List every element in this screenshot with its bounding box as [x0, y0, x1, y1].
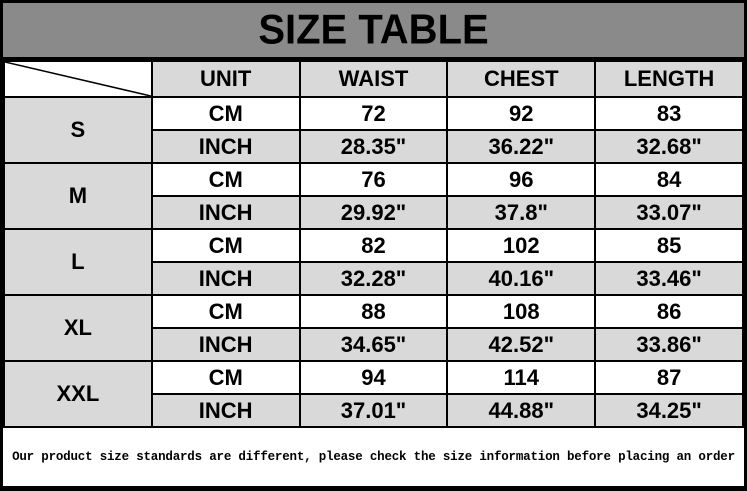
column-header-chest: CHEST: [446, 60, 597, 98]
unit-cell: INCH: [150, 261, 301, 296]
table-row: INCH 34.65" 42.52" 33.86": [4, 327, 744, 362]
value-cell: 33.86": [594, 327, 744, 362]
table-row: INCH 29.92" 37.8" 33.07": [4, 195, 744, 230]
value-cell: 114: [446, 360, 597, 395]
unit-cell: CM: [150, 96, 301, 131]
table-row: XXL CM 94 114 87: [3, 360, 744, 428]
unit-cell: INCH: [150, 195, 301, 230]
table-row: L CM 82 102 85: [3, 228, 744, 296]
size-label-s: S: [3, 96, 153, 164]
size-disclaimer-note: Our product size standards are different…: [12, 450, 735, 464]
value-cell: 33.07": [594, 195, 744, 230]
value-cell: 94: [298, 360, 449, 395]
table-row: M CM 76 96 84: [3, 162, 744, 230]
header-row: UNIT WAIST CHEST LENGTH: [3, 60, 744, 98]
value-cell: 96: [446, 162, 597, 197]
value-cell: 88: [298, 294, 449, 329]
value-cell: 83: [594, 96, 744, 131]
note-bar: Our product size standards are different…: [3, 428, 744, 486]
value-cell: 92: [446, 96, 597, 131]
value-cell: 42.52": [446, 327, 597, 362]
value-cell: 82: [298, 228, 449, 263]
value-cell: 108: [446, 294, 597, 329]
value-cell: 76: [298, 162, 449, 197]
column-header-unit: UNIT: [150, 60, 301, 98]
page-title: SIZE TABLE: [258, 6, 489, 53]
value-cell: 37.8": [446, 195, 597, 230]
value-cell: 86: [594, 294, 744, 329]
value-cell: 44.88": [446, 393, 597, 428]
value-cell: 37.01": [298, 393, 449, 428]
unit-cell: CM: [150, 162, 301, 197]
size-label-xl: XL: [3, 294, 153, 362]
value-cell: 36.22": [446, 129, 597, 164]
unit-cell: CM: [150, 294, 301, 329]
value-cell: 32.28": [298, 261, 449, 296]
column-header-length: LENGTH: [594, 60, 744, 98]
table-row: INCH 37.01" 44.88" 34.25": [4, 393, 744, 428]
size-table: UNIT WAIST CHEST LENGTH S CM 72 92 83 IN…: [3, 60, 744, 428]
value-cell: 28.35": [298, 129, 449, 164]
value-cell: 34.65": [298, 327, 449, 362]
diagonal-line-icon: [5, 62, 151, 96]
diagonal-corner-cell: [3, 60, 153, 98]
unit-cell: CM: [150, 360, 301, 395]
value-cell: 72: [298, 96, 449, 131]
table-row: INCH 28.35" 36.22" 32.68": [4, 129, 744, 164]
value-cell: 32.68": [594, 129, 744, 164]
value-cell: 40.16": [446, 261, 597, 296]
size-label-xxl: XXL: [3, 360, 153, 428]
value-cell: 84: [594, 162, 744, 197]
table-row: XL CM 88 108 86: [3, 294, 744, 362]
size-label-m: M: [3, 162, 153, 230]
size-label-l: L: [3, 228, 153, 296]
table-row: S CM 72 92 83: [3, 96, 744, 164]
column-header-waist: WAIST: [298, 60, 449, 98]
unit-cell: INCH: [150, 129, 301, 164]
value-cell: 85: [594, 228, 744, 263]
value-cell: 34.25": [594, 393, 744, 428]
value-cell: 33.46": [594, 261, 744, 296]
value-cell: 102: [446, 228, 597, 263]
value-cell: 29.92": [298, 195, 449, 230]
unit-cell: INCH: [150, 393, 301, 428]
unit-cell: CM: [150, 228, 301, 263]
title-bar: SIZE TABLE: [3, 3, 744, 60]
unit-cell: INCH: [150, 327, 301, 362]
table-row: INCH 32.28" 40.16" 33.46": [4, 261, 744, 296]
value-cell: 87: [594, 360, 744, 395]
